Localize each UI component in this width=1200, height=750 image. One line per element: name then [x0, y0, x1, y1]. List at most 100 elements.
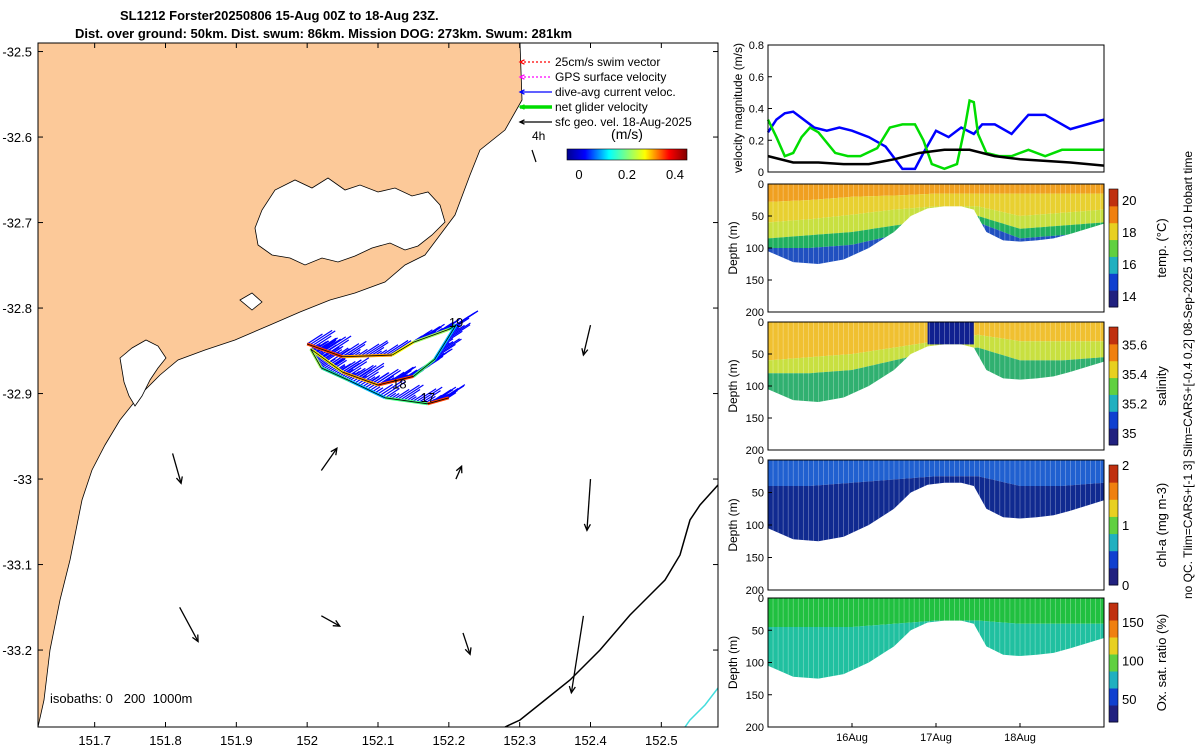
- colorbar-swatch: [1109, 705, 1118, 723]
- time-tick-label: 18Aug: [1004, 732, 1036, 744]
- colorbar-tick-label: 50: [1122, 692, 1136, 707]
- colorbar-tick-label: 35.2: [1122, 397, 1147, 412]
- colorbar-swatch: [1109, 343, 1118, 362]
- colorbar-swatch: [1109, 411, 1118, 429]
- current-vector: [345, 343, 366, 358]
- current-vector: [327, 358, 346, 372]
- map-x-tick-label: 152.4: [574, 733, 607, 748]
- current-vector: [335, 360, 356, 375]
- day-labels: 19 18 17: [392, 315, 463, 405]
- track-line: [321, 367, 350, 382]
- current-vector: [455, 310, 479, 326]
- current-vector: [329, 364, 340, 373]
- track-line: [385, 397, 428, 405]
- colorbar-swatch: [1109, 465, 1118, 483]
- section-y-tick-label: 50: [752, 625, 764, 637]
- current-vector: [384, 388, 400, 399]
- section-layer: [768, 193, 1104, 223]
- current-vector: [311, 340, 330, 353]
- track-line: [427, 397, 449, 405]
- track-line: [342, 354, 393, 358]
- current-vector: [367, 374, 390, 390]
- colorbar-tick-label: 0: [1122, 578, 1129, 593]
- section-y-tick-label: 200: [746, 445, 764, 457]
- legend-label: sfc geo. vel. 18-Aug-2025: [555, 115, 692, 129]
- section-ylabel: Depth (m): [726, 498, 740, 551]
- current-vector: [306, 333, 323, 345]
- map-x-tick-label: 151.8: [149, 733, 182, 748]
- day-label: 17: [421, 390, 435, 405]
- legend-label: 25cm/s swim vector: [555, 55, 660, 69]
- colorbar-tick-label: 2: [1122, 458, 1129, 473]
- geo-vector-head: [581, 348, 589, 357]
- current-vector: [311, 330, 336, 347]
- track-line: [391, 341, 414, 356]
- colorbar-swatch: [1109, 550, 1118, 569]
- colorbar-swatch: [1109, 637, 1118, 655]
- current-vector: [377, 383, 393, 395]
- geo-vector: [462, 632, 471, 655]
- track-line: [413, 359, 435, 377]
- current-vector: [362, 365, 385, 381]
- map-y-tick-label: -32.8: [2, 301, 32, 316]
- geo-vector-head: [568, 685, 576, 695]
- map-y-tick-label: -32.5: [2, 45, 32, 60]
- current-vector: [347, 361, 368, 375]
- current-vector: [379, 380, 403, 396]
- salinity-section: 0 50 100 150 200 Depth (m) 35 35.2 35.4 35.6 salin…: [726, 317, 1169, 457]
- geo-vector-head: [464, 647, 472, 656]
- day-label: 18: [392, 376, 406, 391]
- colorbar-label: temp. (°C): [1154, 218, 1169, 277]
- colorbar-tick-label: 35: [1122, 426, 1136, 441]
- time-series-panels: 0 0.2 0.4 0.6 0.8 velocity magnitude (m/s) 0 50…: [726, 40, 1169, 744]
- track-line: [413, 329, 449, 343]
- map-x-tick-label: 151.7: [78, 733, 111, 748]
- current-vector: [365, 371, 379, 381]
- current-vector: [312, 337, 337, 354]
- isobath-1000: [504, 484, 718, 727]
- colorbar-frame: [1108, 326, 1119, 446]
- colorbar-tick-label: 16: [1122, 257, 1136, 272]
- colorbar-swatch: [1109, 620, 1118, 638]
- map-x-tick-label: 152.5: [645, 733, 678, 748]
- oxygen-section: 0 50 100 150 200 Depth (m) 50 100 150 Ox. sat. ra…: [726, 593, 1169, 734]
- colorbar-swatch: [1109, 603, 1118, 621]
- colorbar-swatch: [1109, 533, 1118, 552]
- colorbar-tick-label: 1: [1122, 518, 1129, 533]
- low-salinity-patch: [927, 322, 974, 345]
- colorbar-tick-label: 20: [1122, 193, 1136, 208]
- geo-vector: [582, 325, 592, 356]
- geo-vector: [320, 447, 338, 471]
- lagoon-small: [239, 292, 263, 311]
- velocity-y-tick-label: 0.2: [749, 135, 764, 147]
- colorbar-swatch: [1109, 516, 1118, 535]
- colorbar-swatch: [1109, 256, 1118, 274]
- current-vector: [402, 389, 421, 401]
- section-y-tick-label: 100: [746, 243, 764, 255]
- current-vector: [384, 339, 409, 356]
- colorbar-swatch: [1109, 654, 1118, 672]
- colorbar-unit: (m/s): [611, 126, 643, 142]
- velocity-ylabel: velocity magnitude (m/s): [731, 43, 745, 173]
- map-colorbar-tick: 0.4: [666, 167, 684, 182]
- side-annotation: no QC. Tlim=CARS+[-1 3] Slim=CARS+[-0.4 …: [1181, 151, 1195, 599]
- velocity-series-line: [767, 148, 1105, 167]
- colorbar-swatch: [1109, 482, 1118, 500]
- track-line: [310, 348, 343, 373]
- section-layer: [768, 598, 1104, 628]
- glider-track: [306, 310, 479, 406]
- section-ylabel: Depth (m): [726, 221, 740, 274]
- chlorophyll-section: 0 50 100 150 200 Depth (m) 0 1 2 chl-a (mg m-3): [726, 455, 1169, 597]
- map-colorbar-tick: 0: [575, 167, 582, 182]
- day-label: 19: [449, 315, 463, 330]
- section-layer: [768, 460, 1104, 486]
- colorbar-tick-label: 100: [1122, 654, 1144, 669]
- lagoon-myall: [119, 339, 167, 407]
- section-ylabel: Depth (m): [726, 359, 740, 412]
- time-tick-label: 17Aug: [920, 732, 952, 744]
- current-vector: [363, 340, 388, 357]
- current-vector: [412, 392, 426, 403]
- title-line-2: Dist. over ground: 50km. Dist. swum: 86k…: [75, 26, 573, 41]
- colorbar-tick-label: 35.4: [1122, 367, 1147, 382]
